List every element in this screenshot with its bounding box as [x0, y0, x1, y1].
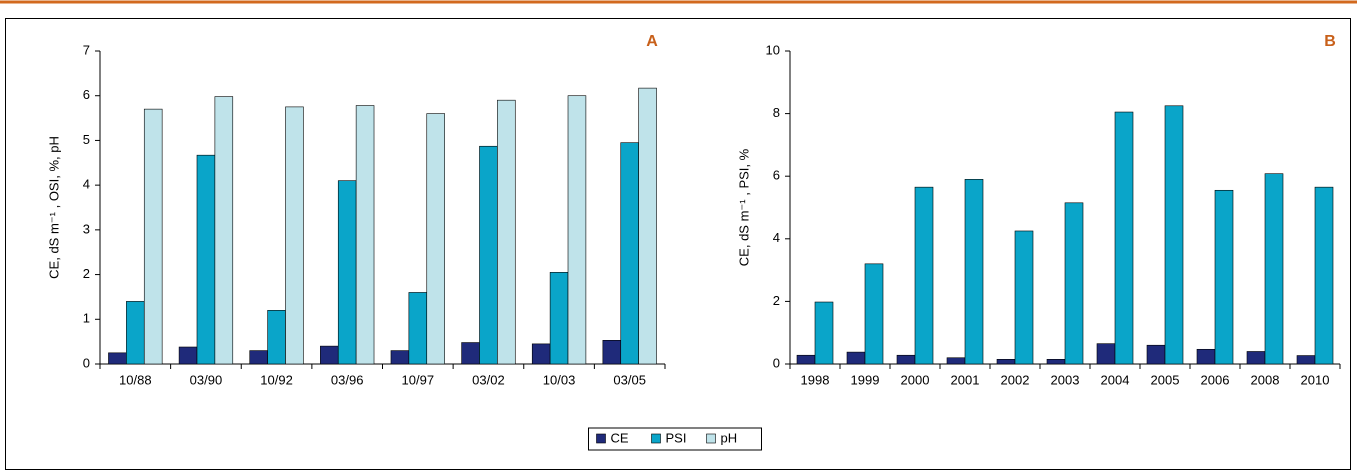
- bar: [285, 106, 304, 365]
- bar: [946, 357, 966, 365]
- x-tick-label: 2001: [951, 372, 980, 387]
- y-tick-label: 2: [773, 293, 780, 308]
- x-tick-label: 03/05: [613, 372, 646, 387]
- legend-swatch: [706, 433, 716, 444]
- x-tick-label: 2002: [1001, 372, 1030, 387]
- bar: [896, 354, 916, 365]
- x-tick-label: 1998: [801, 372, 830, 387]
- bar: [479, 145, 498, 365]
- legend-label: pH: [721, 430, 738, 445]
- bar: [390, 350, 410, 365]
- y-tick-label: 6: [83, 87, 90, 102]
- bar: [1296, 355, 1316, 365]
- bar: [408, 292, 428, 365]
- bar: [214, 96, 234, 365]
- bar: [1114, 111, 1134, 365]
- x-tick-label: 10/03: [543, 372, 576, 387]
- x-tick-label: 2010: [1301, 372, 1330, 387]
- legend-swatch: [596, 433, 606, 444]
- bar: [1164, 105, 1184, 365]
- x-tick-label: 03/96: [331, 372, 364, 387]
- bar: [126, 301, 145, 365]
- y-tick-label: 6: [773, 168, 780, 183]
- bar: [814, 301, 834, 365]
- panel-label: A: [646, 33, 658, 50]
- bar: [1014, 230, 1034, 365]
- y-tick-label: 10: [766, 42, 780, 57]
- y-tick-label: 0: [83, 355, 90, 370]
- bar: [549, 272, 569, 365]
- x-tick-label: 03/02: [472, 372, 505, 387]
- bar: [178, 346, 198, 365]
- y-tick-label: 3: [83, 221, 90, 236]
- x-tick-label: 10/92: [260, 372, 293, 387]
- y-tick-label: 4: [83, 177, 90, 192]
- bar: [638, 87, 657, 365]
- bar: [196, 154, 216, 365]
- x-tick-label: 2000: [901, 372, 930, 387]
- legend-label: CE: [611, 430, 629, 445]
- x-tick-label: 2006: [1201, 372, 1230, 387]
- y-tick-label: 7: [83, 42, 90, 57]
- bar: [846, 351, 866, 365]
- y-tick-label: 8: [773, 105, 780, 120]
- y-axis-label: CE, dS m⁻¹ , OSI, %, pH: [46, 136, 61, 279]
- bar: [337, 180, 357, 365]
- legend-label: PSI: [666, 430, 687, 445]
- bar: [1064, 202, 1084, 365]
- bar: [914, 186, 934, 365]
- legend-box: [588, 427, 762, 451]
- bar: [267, 310, 286, 365]
- bar: [1146, 344, 1166, 365]
- y-axis-label: CE, dS m⁻¹ , PSI, %: [736, 148, 751, 266]
- bar: [461, 342, 480, 365]
- x-tick-label: 10/88: [119, 372, 152, 387]
- bar: [567, 95, 587, 365]
- bar: [531, 343, 551, 365]
- y-tick-label: 4: [773, 230, 780, 245]
- bar: [143, 108, 163, 365]
- bar: [1246, 351, 1266, 365]
- bar: [602, 340, 622, 365]
- bar: [108, 352, 127, 365]
- bar: [426, 113, 445, 365]
- y-tick-label: 1: [83, 311, 90, 326]
- x-tick-label: 2005: [1151, 372, 1180, 387]
- x-tick-label: 10/97: [402, 372, 435, 387]
- y-tick-label: 5: [83, 132, 90, 147]
- panel-label: B: [1324, 33, 1336, 50]
- y-tick-label: 2: [83, 266, 90, 281]
- bar: [320, 345, 339, 365]
- frame: [5, 18, 1351, 470]
- bar: [497, 99, 516, 365]
- x-tick-label: 2003: [1051, 372, 1080, 387]
- bar: [1264, 173, 1284, 365]
- bar: [996, 359, 1016, 365]
- x-tick-label: 2004: [1101, 372, 1130, 387]
- bar: [620, 142, 639, 365]
- bar: [1096, 343, 1116, 365]
- bar: [1046, 359, 1066, 365]
- y-tick-label: 0: [773, 355, 780, 370]
- legend-swatch: [651, 433, 661, 444]
- x-tick-label: 1999: [851, 372, 880, 387]
- bar: [1196, 348, 1216, 365]
- bar: [964, 179, 984, 365]
- bar: [796, 354, 816, 365]
- x-tick-label: 03/90: [190, 372, 223, 387]
- bar: [355, 105, 375, 365]
- bar: [1214, 189, 1234, 365]
- bar: [864, 263, 884, 365]
- x-tick-label: 2008: [1251, 372, 1280, 387]
- bar: [249, 350, 268, 365]
- bar: [1314, 186, 1334, 365]
